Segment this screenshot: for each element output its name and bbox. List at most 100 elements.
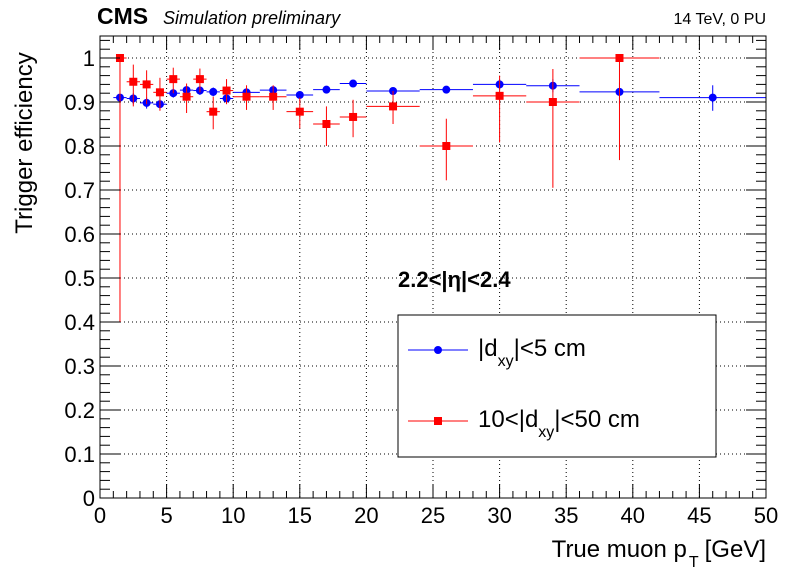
x-tick-label-9: 45 [687, 503, 711, 528]
square-marker [295, 107, 304, 116]
series-0-point-15 [419, 85, 473, 94]
series-1-point-17 [526, 69, 580, 188]
series-1-point-12 [313, 106, 340, 146]
x-tick-label-5: 25 [421, 503, 445, 528]
x-tick-label-8: 40 [621, 503, 645, 528]
legend-entry-1: 10<|dxy|<50 cm [408, 406, 640, 441]
legend-label-1: 10<|dxy|<50 cm [478, 406, 640, 441]
square-marker [389, 102, 398, 111]
circle-marker [322, 85, 331, 94]
series-0-point-12 [313, 85, 340, 94]
series-1-point-14 [366, 91, 420, 124]
y-tick-label-6: 0.6 [64, 222, 95, 247]
series-0-point-11 [286, 90, 314, 99]
square-marker [169, 75, 178, 84]
series-1-point-16 [472, 75, 527, 143]
series-1-point-18 [579, 54, 660, 161]
x-tick-label-6: 30 [487, 503, 511, 528]
legend-marker-0 [434, 346, 442, 354]
x-axis-title: True muon p T [GeV] [552, 536, 766, 571]
square-marker [442, 142, 451, 150]
circle-marker [295, 90, 304, 99]
series-1 [113, 54, 660, 322]
y-tick-label-4: 0.4 [64, 310, 95, 335]
legend-label-0-main: |d [478, 335, 498, 362]
conditions-label: 14 TeV, 0 PU [673, 11, 766, 28]
y-tick-label-2: 0.2 [64, 398, 95, 423]
square-marker [195, 75, 204, 84]
square-marker [495, 91, 504, 100]
x-axis-title-sub: T [689, 554, 699, 571]
legend-box [397, 314, 717, 458]
legend-label-0-rest: |<5 cm [514, 335, 586, 362]
series-0-point-13 [339, 79, 367, 88]
y-tick-label-1: 0.1 [64, 442, 95, 467]
square-marker [242, 92, 251, 101]
circle-marker [209, 87, 218, 96]
x-tick-label-4: 20 [354, 503, 378, 528]
series-1-point-1 [126, 64, 140, 107]
series-1-point-7 [206, 96, 220, 130]
series-1-point-2 [139, 70, 154, 105]
square-marker [129, 77, 138, 86]
series-1-point-15 [419, 118, 473, 181]
series-1-point-10 [259, 85, 287, 110]
series-1-point-3 [153, 77, 167, 111]
legend: |dxy|<5 cm 10<|dxy|<50 cm [397, 314, 717, 458]
x-tick-label-1: 5 [160, 503, 172, 528]
x-tick-label-10: 50 [754, 503, 778, 528]
series-1-point-11 [286, 97, 314, 129]
square-marker [142, 80, 151, 89]
square-marker [269, 92, 278, 101]
eta-range-annotation: 2.2<|η|<2.4 [398, 267, 511, 292]
series-1-point-4 [166, 67, 180, 94]
x-tick-label-7: 35 [554, 503, 578, 528]
series-1-point-8 [219, 79, 234, 105]
y-tick-label-3: 0.3 [64, 354, 95, 379]
square-marker [155, 88, 164, 97]
axes-frame [99, 35, 767, 499]
square-marker [548, 98, 557, 106]
series-1-point-5 [179, 83, 194, 113]
x-axis-title-main: True muon p [552, 536, 687, 563]
x-tick-label-2: 10 [221, 503, 245, 528]
y-tick-label-5: 0.5 [64, 266, 95, 291]
series-1-point-9 [233, 85, 260, 110]
legend-entry-0: |dxy|<5 cm [408, 335, 586, 370]
y-tick-label-9: 0.9 [64, 90, 95, 115]
legend-label-1-rest: |<50 cm [554, 406, 640, 433]
y-tick-label-10: 1 [83, 46, 95, 71]
x-tick-labels: 0 5 10 15 20 25 30 35 40 45 50 [94, 503, 778, 528]
series-0-point-19 [659, 85, 766, 111]
y-tick-label-7: 0.7 [64, 178, 95, 203]
series-0 [113, 79, 766, 111]
legend-label-1-sub: xy [538, 424, 554, 441]
legend-label-1-main: 10<|d [478, 406, 538, 433]
y-tick-labels: 0 0.1 0.2 0.3 0.4 0.5 0.6 0.7 0.8 0.9 1 [64, 46, 95, 511]
square-marker [209, 107, 218, 116]
square-marker [349, 112, 358, 121]
series-0-point-7 [206, 87, 220, 97]
x-axis-title-unit: [GeV] [705, 536, 766, 563]
series-1-point-13 [339, 99, 367, 138]
y-tick-label-8: 0.8 [64, 134, 95, 159]
square-marker [322, 120, 331, 128]
experiment-label: CMS [97, 3, 148, 29]
square-marker [222, 86, 231, 95]
circle-marker [442, 85, 451, 94]
square-marker [182, 92, 191, 101]
circle-marker [708, 93, 717, 102]
tag-label: Simulation preliminary [163, 8, 341, 28]
y-tick-label-0: 0 [83, 486, 95, 511]
y-axis-title: Trigger efficiency [11, 52, 38, 233]
legend-marker-1 [434, 417, 442, 425]
series-1-point-6 [193, 68, 207, 93]
x-tick-label-0: 0 [94, 503, 106, 528]
circle-marker [349, 79, 358, 88]
legend-label-0-sub: xy [498, 353, 514, 370]
x-tick-label-3: 15 [288, 503, 312, 528]
square-marker [615, 54, 624, 62]
legend-label-0: |dxy|<5 cm [478, 335, 586, 370]
series-1-point-0 [113, 54, 127, 322]
